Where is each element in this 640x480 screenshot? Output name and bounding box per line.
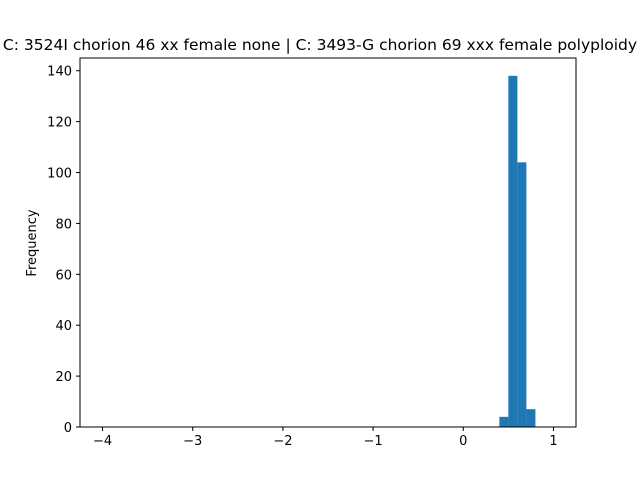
y-tick-label: 80 — [55, 217, 72, 232]
x-tick-label: −3 — [183, 434, 202, 449]
y-tick-label: 60 — [55, 268, 72, 283]
x-tick-label: −1 — [364, 434, 383, 449]
chart-title: C: 3524I chorion 46 xx female none | C: … — [3, 36, 637, 54]
y-tick-label: 100 — [47, 167, 72, 182]
x-tick-label: −4 — [93, 434, 112, 449]
y-tick-label: 20 — [55, 370, 72, 385]
histogram-bar — [526, 409, 536, 427]
histogram-bar — [499, 416, 509, 427]
x-tick-label: 1 — [549, 434, 557, 449]
y-tick-label: 40 — [55, 319, 72, 334]
y-tick-label: 140 — [47, 65, 72, 80]
x-tick-label: 0 — [459, 434, 467, 449]
y-tick-label: 120 — [47, 116, 72, 131]
x-tick-label: −2 — [273, 434, 292, 449]
histogram-bar — [517, 162, 527, 427]
plot-frame — [79, 57, 577, 428]
y-axis-label: Frequency — [25, 209, 40, 276]
y-tick-label: 0 — [64, 421, 72, 436]
bar-series — [499, 75, 536, 427]
x-axis-ticks: −4 −3 −2 −1 0 1 — [93, 427, 558, 449]
y-axis-ticks: 0 20 40 60 80 100 120 140 — [47, 65, 80, 436]
histogram-bar — [508, 75, 518, 427]
